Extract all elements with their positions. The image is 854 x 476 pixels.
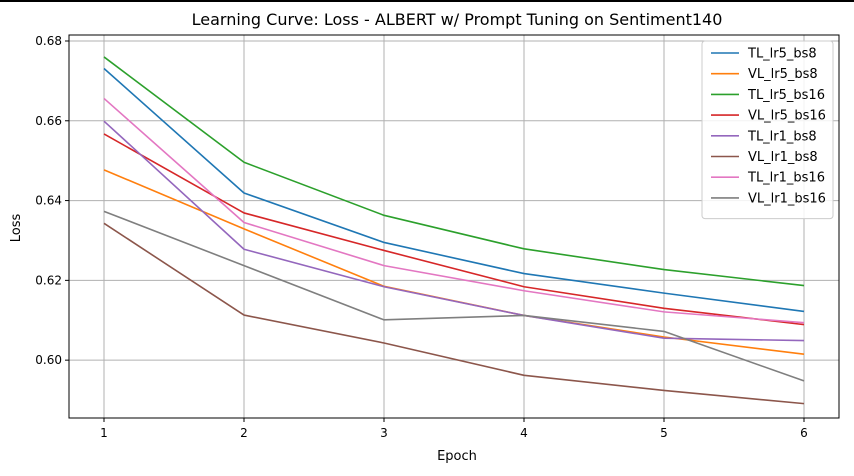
axis-ticks: 1 2 3 4 5 6 0.60 0.62 0.64 0.66 0.68 <box>35 34 808 440</box>
x-tick-label: 2 <box>240 426 248 440</box>
series-line-tl-lr5-bs16 <box>103 56 805 287</box>
series-line-vl-lr1-bs8 <box>103 222 805 405</box>
plot-frame <box>68 34 840 419</box>
legend-label: VL_lr1_bs16 <box>748 191 826 206</box>
legend: TL_lr5_bs8 VL_lr5_bs8 TL_lr5_bs16 VL_lr5_bs… <box>701 40 834 220</box>
legend-label: TL_lr1_bs8 <box>747 129 817 144</box>
x-axis-label: Epoch <box>437 449 477 464</box>
y-tick-label: 0.64 <box>35 194 62 208</box>
legend-label: VL_lr5_bs8 <box>748 67 818 82</box>
series-line-tl-lr1-bs8 <box>103 120 805 342</box>
legend-label: TL_lr5_bs16 <box>747 88 825 103</box>
legend-label: VL_lr1_bs8 <box>748 150 818 165</box>
legend-label: VL_lr5_bs16 <box>748 109 826 124</box>
x-tick-label: 4 <box>520 426 528 440</box>
legend-box <box>701 40 834 220</box>
series-line-tl-lr5-bs8 <box>103 67 805 313</box>
legend-label: TL_lr5_bs8 <box>747 47 817 62</box>
x-tick-label: 1 <box>100 426 108 440</box>
y-axis-label: Loss <box>9 214 24 243</box>
series-line-vl-lr1-bs16 <box>103 210 805 382</box>
legend-label: TL_lr1_bs16 <box>747 171 825 186</box>
y-tick-label: 0.60 <box>35 353 62 367</box>
chart-title: Learning Curve: Loss - ALBERT w/ Prompt … <box>192 10 723 29</box>
y-tick-label: 0.68 <box>35 34 62 48</box>
series-lines <box>103 56 805 405</box>
x-tick-label: 5 <box>660 426 668 440</box>
series-line-tl-lr1-bs16 <box>103 97 805 324</box>
x-tick-label: 3 <box>380 426 388 440</box>
x-tick-label: 6 <box>800 426 808 440</box>
y-tick-label: 0.66 <box>35 114 62 128</box>
top-border <box>0 0 854 2</box>
series-line-vl-lr5-bs16 <box>103 133 805 326</box>
y-tick-label: 0.62 <box>35 273 62 287</box>
